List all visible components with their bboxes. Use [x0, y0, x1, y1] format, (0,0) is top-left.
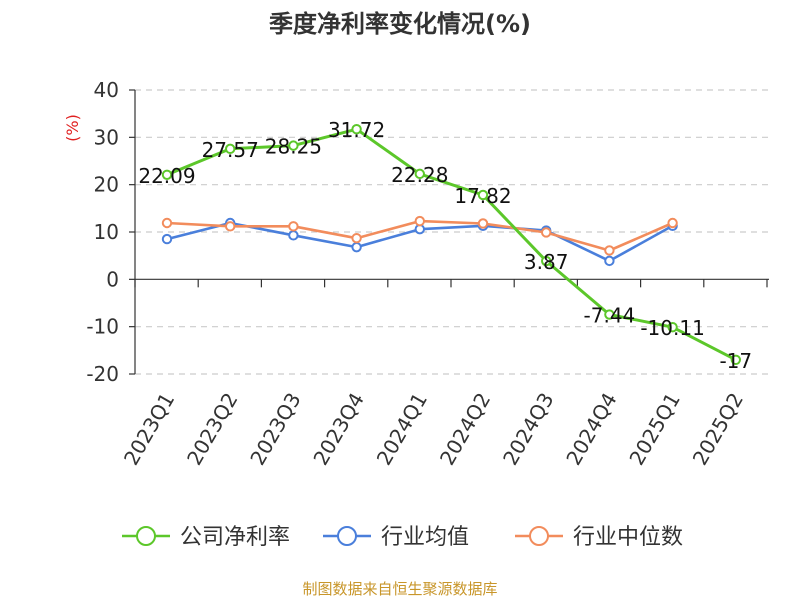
- data-point: [161, 217, 173, 229]
- data-point: [161, 169, 173, 180]
- data-point: [667, 321, 678, 333]
- data-label: 22.28: [391, 163, 448, 187]
- data-point: [730, 354, 741, 365]
- y-tick-label: -10: [86, 315, 119, 339]
- data-point: [288, 221, 299, 232]
- data-point: [288, 140, 299, 151]
- data-point: [351, 123, 362, 135]
- x-tick-label: 2023Q2: [182, 389, 242, 470]
- data-point: [161, 233, 173, 245]
- y-tick-label: 10: [94, 220, 119, 244]
- data-point: [604, 309, 615, 320]
- data-point: [477, 189, 489, 201]
- data-point: [541, 227, 552, 238]
- legend-marker: [136, 526, 156, 546]
- legend-marker: [337, 526, 357, 546]
- data-point: [414, 168, 425, 180]
- y-tick-label: -20: [86, 362, 119, 386]
- x-tick-label: 2024Q4: [561, 389, 621, 470]
- data-point: [351, 232, 362, 244]
- y-tick-label: 20: [94, 173, 119, 197]
- data-label: -17: [719, 349, 752, 373]
- y-tick-labels: 40 30 20 10 0 -10 -20: [86, 78, 119, 386]
- x-tick-label: 2023Q4: [308, 389, 368, 470]
- data-label: 31.72: [328, 118, 385, 142]
- y-tick-label: 0: [106, 267, 119, 291]
- series-group: [161, 123, 741, 365]
- data-label: 17.82: [454, 184, 511, 208]
- legend-marker: [529, 526, 549, 546]
- data-label: 28.25: [265, 135, 322, 159]
- data-label: 3.87: [524, 250, 569, 274]
- x-tick-label: 2025Q2: [688, 389, 748, 470]
- series-line: [166, 127, 737, 362]
- chart-title: 季度净利率变化情况(%): [269, 10, 531, 38]
- x-tick-label: 2024Q3: [498, 389, 558, 470]
- data-label: 22.09: [138, 164, 195, 188]
- axes: [129, 89, 769, 375]
- data-point: [604, 245, 615, 256]
- x-tick-labels: 2023Q1 2023Q2 2023Q3 2023Q4 2024Q1 2024Q2 2024…: [119, 389, 748, 470]
- y-tick-label: 40: [94, 78, 119, 102]
- x-tick-label: 2024Q2: [435, 389, 495, 470]
- data-point: [604, 255, 615, 267]
- data-point: [351, 241, 362, 253]
- data-point: [477, 218, 489, 229]
- data-point: [667, 217, 678, 229]
- legend-label: 行业中位数: [573, 525, 683, 550]
- data-point: [541, 255, 552, 267]
- data-label: -10.11: [640, 316, 704, 340]
- data-point: [414, 215, 425, 227]
- data-label: 27.57: [202, 138, 259, 162]
- legend: 公司净利率 行业均值 行业中位数: [122, 525, 683, 550]
- source-note: 制图数据来自恒生聚源数据库: [302, 580, 497, 598]
- data-point: [225, 143, 236, 155]
- y-axis-label: (%): [63, 114, 82, 142]
- legend-label: 公司净利率: [180, 525, 290, 550]
- x-tick-label: 2024Q1: [372, 389, 432, 470]
- x-tick-label: 2023Q1: [119, 389, 179, 470]
- x-tick-label: 2023Q3: [245, 389, 305, 470]
- data-point: [288, 230, 299, 241]
- data-label: -7.44: [584, 304, 636, 328]
- x-tick-label: 2025Q1: [624, 389, 684, 470]
- legend-label: 行业均值: [381, 525, 469, 550]
- y-tick-label: 30: [94, 125, 119, 149]
- data-point: [225, 221, 236, 232]
